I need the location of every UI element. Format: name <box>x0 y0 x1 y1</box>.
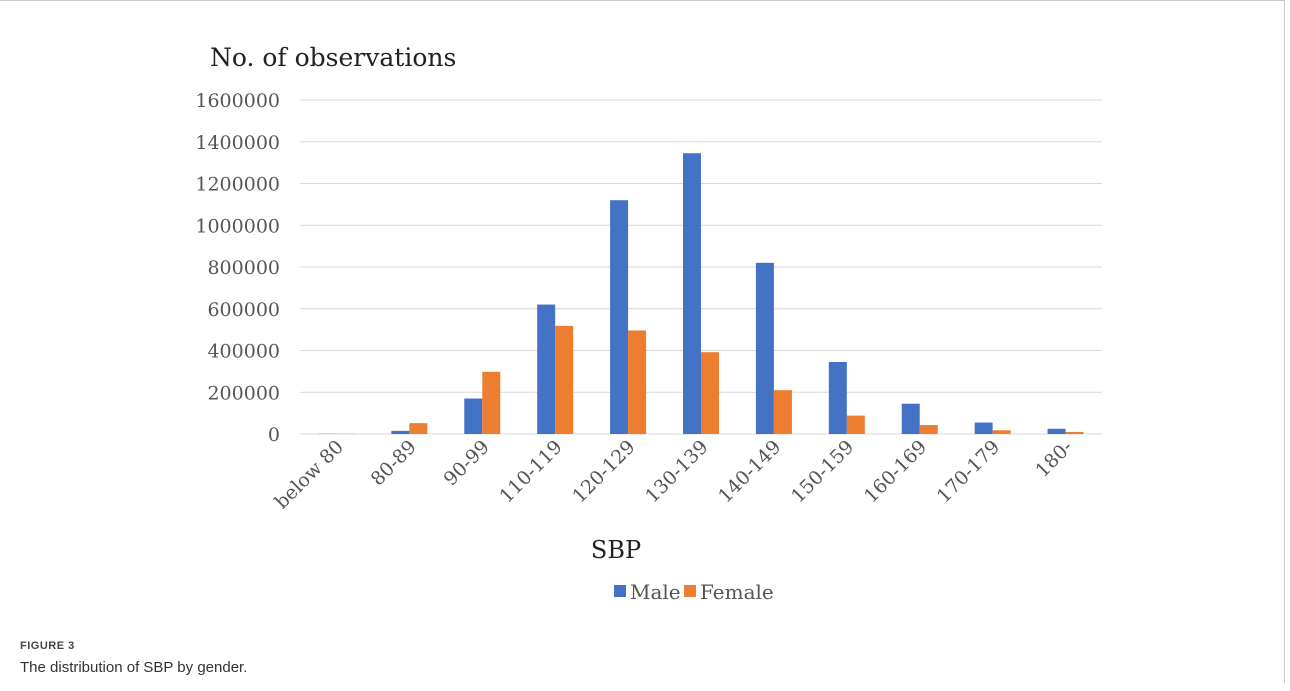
bar-male-7 <box>755 262 774 434</box>
bar-female-11 <box>1065 431 1084 434</box>
y-tick-label: 400000 <box>207 341 280 363</box>
chart-title: No. of observations <box>210 43 456 72</box>
y-tick-label: 800000 <box>207 257 280 279</box>
x-tick-label: 130-139 <box>641 436 712 507</box>
legend-swatch-male <box>614 585 626 597</box>
y-axis-ticks: 0 200000 400000 600000 800000 1000000 1200000 1… <box>195 90 280 446</box>
x-tick-label: 160-169 <box>860 436 931 507</box>
bar-chart: No. of observations 0 200000 400000 600000 8… <box>195 43 1102 604</box>
x-tick-label: 90-99 <box>440 436 494 490</box>
legend-label-female: Female <box>700 580 774 604</box>
x-tick-label: below 80 <box>271 436 348 513</box>
bar-female-3 <box>482 371 501 434</box>
bar-female-4 <box>555 325 574 434</box>
bars <box>318 153 1084 434</box>
figure-label: FIGURE 3 <box>20 640 75 652</box>
bar-male-5 <box>610 200 629 434</box>
figure-caption: The distribution of SBP by gender. <box>20 659 248 676</box>
x-tick-label: 140-149 <box>714 436 785 507</box>
y-tick-label: 1000000 <box>195 215 280 237</box>
bar-male-10 <box>974 422 993 434</box>
y-tick-label: 1400000 <box>195 132 280 154</box>
x-tick-label: 80-89 <box>367 436 421 490</box>
bar-male-11 <box>1047 428 1066 434</box>
bar-male-3 <box>464 398 483 434</box>
y-tick-label: 0 <box>268 424 280 446</box>
bar-male-6 <box>683 153 701 434</box>
x-tick-label: 170-179 <box>933 436 1004 507</box>
x-tick-label: 180- <box>1031 436 1077 482</box>
bar-male-4 <box>537 304 556 434</box>
x-tick-label: 150-159 <box>787 436 858 507</box>
bar-female-5 <box>628 330 647 434</box>
y-tick-label: 1600000 <box>195 90 280 112</box>
x-axis-ticks: below 80 80-89 90-99 110-119 120-129 130-139 1… <box>271 436 1077 513</box>
legend: Male Female <box>614 580 774 604</box>
y-tick-label: 600000 <box>207 299 280 321</box>
bar-male-8 <box>828 361 847 434</box>
x-axis-title: SBP <box>591 536 641 564</box>
legend-swatch-female <box>684 585 696 597</box>
x-tick-label: 110-119 <box>495 436 566 507</box>
legend-label-male: Male <box>630 580 681 604</box>
bar-female-9 <box>919 425 938 434</box>
y-tick-label: 1200000 <box>195 174 280 196</box>
bar-male-9 <box>901 403 920 434</box>
bar-male-2 <box>391 430 410 434</box>
bar-female-2 <box>409 423 428 434</box>
bar-female-10 <box>992 430 1011 434</box>
bar-female-8 <box>846 415 865 434</box>
bar-female-6 <box>701 352 719 434</box>
y-tick-label: 200000 <box>207 382 280 404</box>
x-tick-label: 120-129 <box>568 436 639 507</box>
bar-female-7 <box>773 390 792 434</box>
